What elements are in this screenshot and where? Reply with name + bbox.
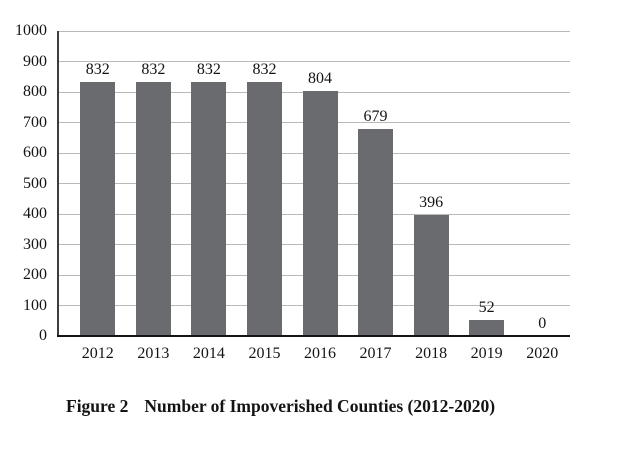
bar-value-label: 804 — [308, 69, 332, 87]
y-axis-tick-label: 300 — [23, 235, 47, 253]
bar-2015 — [246, 82, 282, 335]
bar-value-label: 0 — [538, 315, 547, 332]
bar-value-label: 679 — [363, 107, 388, 125]
bar-value-label: 396 — [419, 194, 444, 212]
y-axis-tick-label: 1000 — [15, 22, 47, 39]
y-axis-tick-label: 100 — [23, 296, 47, 314]
y-axis-tick-label: 700 — [23, 113, 47, 131]
gridline-900 — [58, 61, 570, 62]
bar-value-label: 832 — [196, 61, 221, 79]
y-axis-tick-label: 600 — [23, 144, 47, 161]
x-axis-category-label: 2013 — [137, 345, 170, 362]
bar-value-label: 832 — [85, 61, 110, 79]
x-axis-category-label: 2018 — [415, 345, 448, 362]
figure-number: Figure 2 — [66, 396, 129, 416]
bar-value-label: 832 — [252, 61, 277, 79]
bar-value-label: 832 — [141, 61, 166, 79]
figure-caption: Figure 2 Number of Impoverished Counties … — [66, 396, 495, 417]
y-axis-tick-label: 900 — [23, 52, 47, 70]
bar-2012 — [80, 82, 116, 335]
bar-value-label: 52 — [478, 299, 495, 317]
bar-2016 — [302, 90, 338, 335]
figure-title: Number of Impoverished Counties (2012-20… — [144, 396, 496, 416]
x-axis-category-label: 2014 — [192, 345, 225, 362]
y-axis-tick-label: 800 — [23, 83, 47, 100]
x-axis-category-label: 2020 — [526, 345, 559, 362]
y-axis-tick-label: 0 — [39, 327, 47, 344]
gridline-1000 — [58, 30, 570, 32]
x-axis-category-label: 2016 — [304, 345, 336, 362]
bar-2014 — [191, 82, 227, 335]
bar-2017 — [358, 128, 394, 335]
x-axis-category-label: 2019 — [470, 345, 503, 362]
x-axis-category-label: 2017 — [359, 345, 392, 362]
bar-2013 — [135, 82, 171, 335]
x-axis-category-label: 2015 — [248, 345, 281, 362]
bar-2018 — [413, 215, 449, 335]
y-axis-tick-label: 200 — [23, 266, 47, 283]
y-axis-tick-label: 500 — [23, 174, 47, 192]
bar-2019 — [469, 320, 505, 335]
x-axis-line — [57, 335, 570, 337]
x-axis-category-label: 2012 — [81, 345, 114, 362]
y-axis-tick-label: 400 — [23, 205, 47, 222]
y-axis-line — [57, 31, 59, 336]
